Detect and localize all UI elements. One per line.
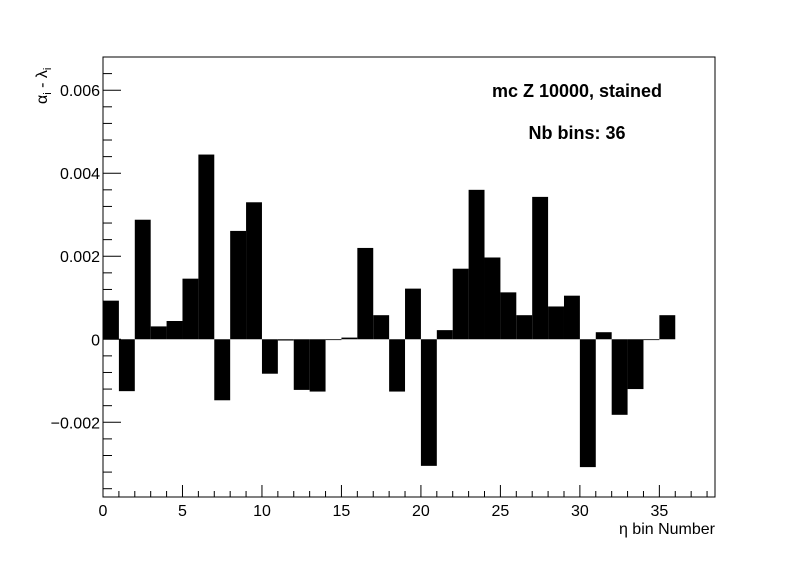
- bar: [357, 247, 374, 340]
- bar: [659, 315, 676, 340]
- bar: [548, 306, 564, 340]
- y-axis-label: αi - λi: [34, 68, 54, 104]
- bar: [468, 189, 485, 340]
- x-tick-label: 15: [333, 503, 351, 520]
- bar: [325, 339, 342, 341]
- bar: [309, 339, 326, 392]
- bar: [103, 300, 119, 340]
- bar: [246, 202, 262, 340]
- y-tick-label: 0: [91, 332, 100, 349]
- bar: [579, 339, 596, 468]
- bar: [118, 339, 135, 392]
- x-tick-label: 35: [650, 503, 668, 520]
- x-axis-tick-labels: 0 5 10 15 20 25 30 35: [99, 503, 669, 520]
- bar: [452, 268, 469, 340]
- bar: [563, 295, 580, 340]
- y-axis-label-lambda: - λ: [34, 70, 51, 92]
- x-tick-label: 20: [412, 503, 430, 520]
- bar: [500, 292, 517, 340]
- y-tick-label: 0.002: [60, 249, 100, 266]
- annotation-sample: mc Z 10000, stained: [492, 81, 662, 101]
- bar: [277, 339, 294, 341]
- bar: [595, 332, 612, 340]
- annotation-nbins: Nb bins: 36: [528, 123, 625, 143]
- bar: [341, 337, 358, 340]
- bar: [436, 330, 453, 340]
- bar: [166, 321, 183, 340]
- x-tick-label: 5: [178, 503, 187, 520]
- y-tick-label: 0.006: [60, 83, 100, 100]
- bar: [532, 196, 549, 340]
- bar: [230, 230, 247, 340]
- bar: [261, 339, 278, 374]
- bar: [182, 278, 199, 340]
- x-tick-label: 25: [492, 503, 510, 520]
- bar: [150, 326, 167, 340]
- bar: [214, 339, 231, 401]
- bar: [420, 339, 437, 466]
- x-tick-label: 10: [253, 503, 271, 520]
- y-axis-label-lambda-sub: i: [42, 68, 54, 70]
- y-axis-tick-labels: −0.002 0 0.002 0.004 0.006: [51, 83, 100, 432]
- bars-group: [103, 154, 676, 468]
- x-axis-label: η bin Number: [619, 521, 716, 538]
- bar: [627, 339, 644, 390]
- bar: [643, 339, 660, 341]
- plot-frame: [102, 56, 716, 498]
- bar: [373, 315, 390, 340]
- x-axis-ticks: [102, 485, 708, 497]
- y-axis-label-alpha: α: [34, 95, 51, 104]
- bar: [611, 339, 628, 415]
- bar: [389, 339, 406, 392]
- bar: [198, 154, 215, 340]
- bar: [134, 219, 151, 340]
- y-axis-label-alpha-sub: i: [42, 92, 54, 94]
- y-axis-ticks: [103, 56, 121, 490]
- x-tick-label: 30: [571, 503, 589, 520]
- bar: [293, 339, 310, 390]
- bar: [484, 257, 501, 340]
- y-tick-label: −0.002: [51, 415, 100, 432]
- bar: [516, 315, 533, 340]
- bar: [405, 288, 421, 340]
- y-tick-label: 0.004: [60, 166, 100, 183]
- x-tick-label: 0: [99, 503, 108, 520]
